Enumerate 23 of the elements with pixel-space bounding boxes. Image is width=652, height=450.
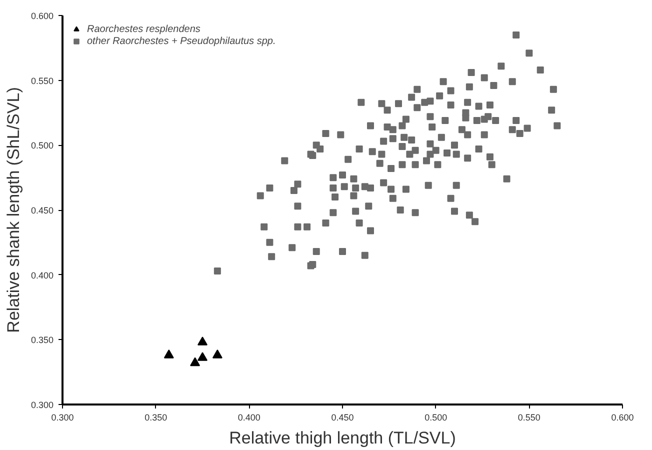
y-tick-label: 0.300	[30, 400, 54, 410]
point	[164, 350, 174, 358]
point	[212, 350, 222, 358]
x-tick-label: 0.500	[424, 412, 448, 422]
y-tick-label: 0.400	[30, 270, 54, 280]
x-tick-label: 0.400	[238, 412, 260, 422]
x-axis-title: Relative thigh length (TL/SVL)	[229, 428, 456, 448]
x-tick-label: 0.300	[51, 412, 74, 422]
x-tick-label: 0.600	[611, 412, 634, 422]
point	[190, 357, 200, 366]
y-tick-label: 0.450	[30, 206, 54, 216]
point	[198, 336, 208, 346]
y-axis-title: Relative shank length (ShL/SVL)	[4, 87, 23, 333]
legend-label: other Raorchestes + Pseudophilautus spp.	[87, 35, 276, 47]
point	[198, 352, 208, 361]
y-tick-label: 0.600	[30, 11, 54, 21]
legend-label: Raorchestes resplendens	[87, 23, 200, 35]
x-tick-label: 0.350	[144, 412, 168, 422]
x-tick-label: 0.450	[331, 412, 354, 422]
y-tick-label: 0.350	[30, 335, 54, 346]
x-tick-label: 0.550	[518, 412, 540, 422]
y-tick-label: 0.500	[30, 140, 54, 151]
y-tick-label: 0.550	[30, 76, 54, 86]
